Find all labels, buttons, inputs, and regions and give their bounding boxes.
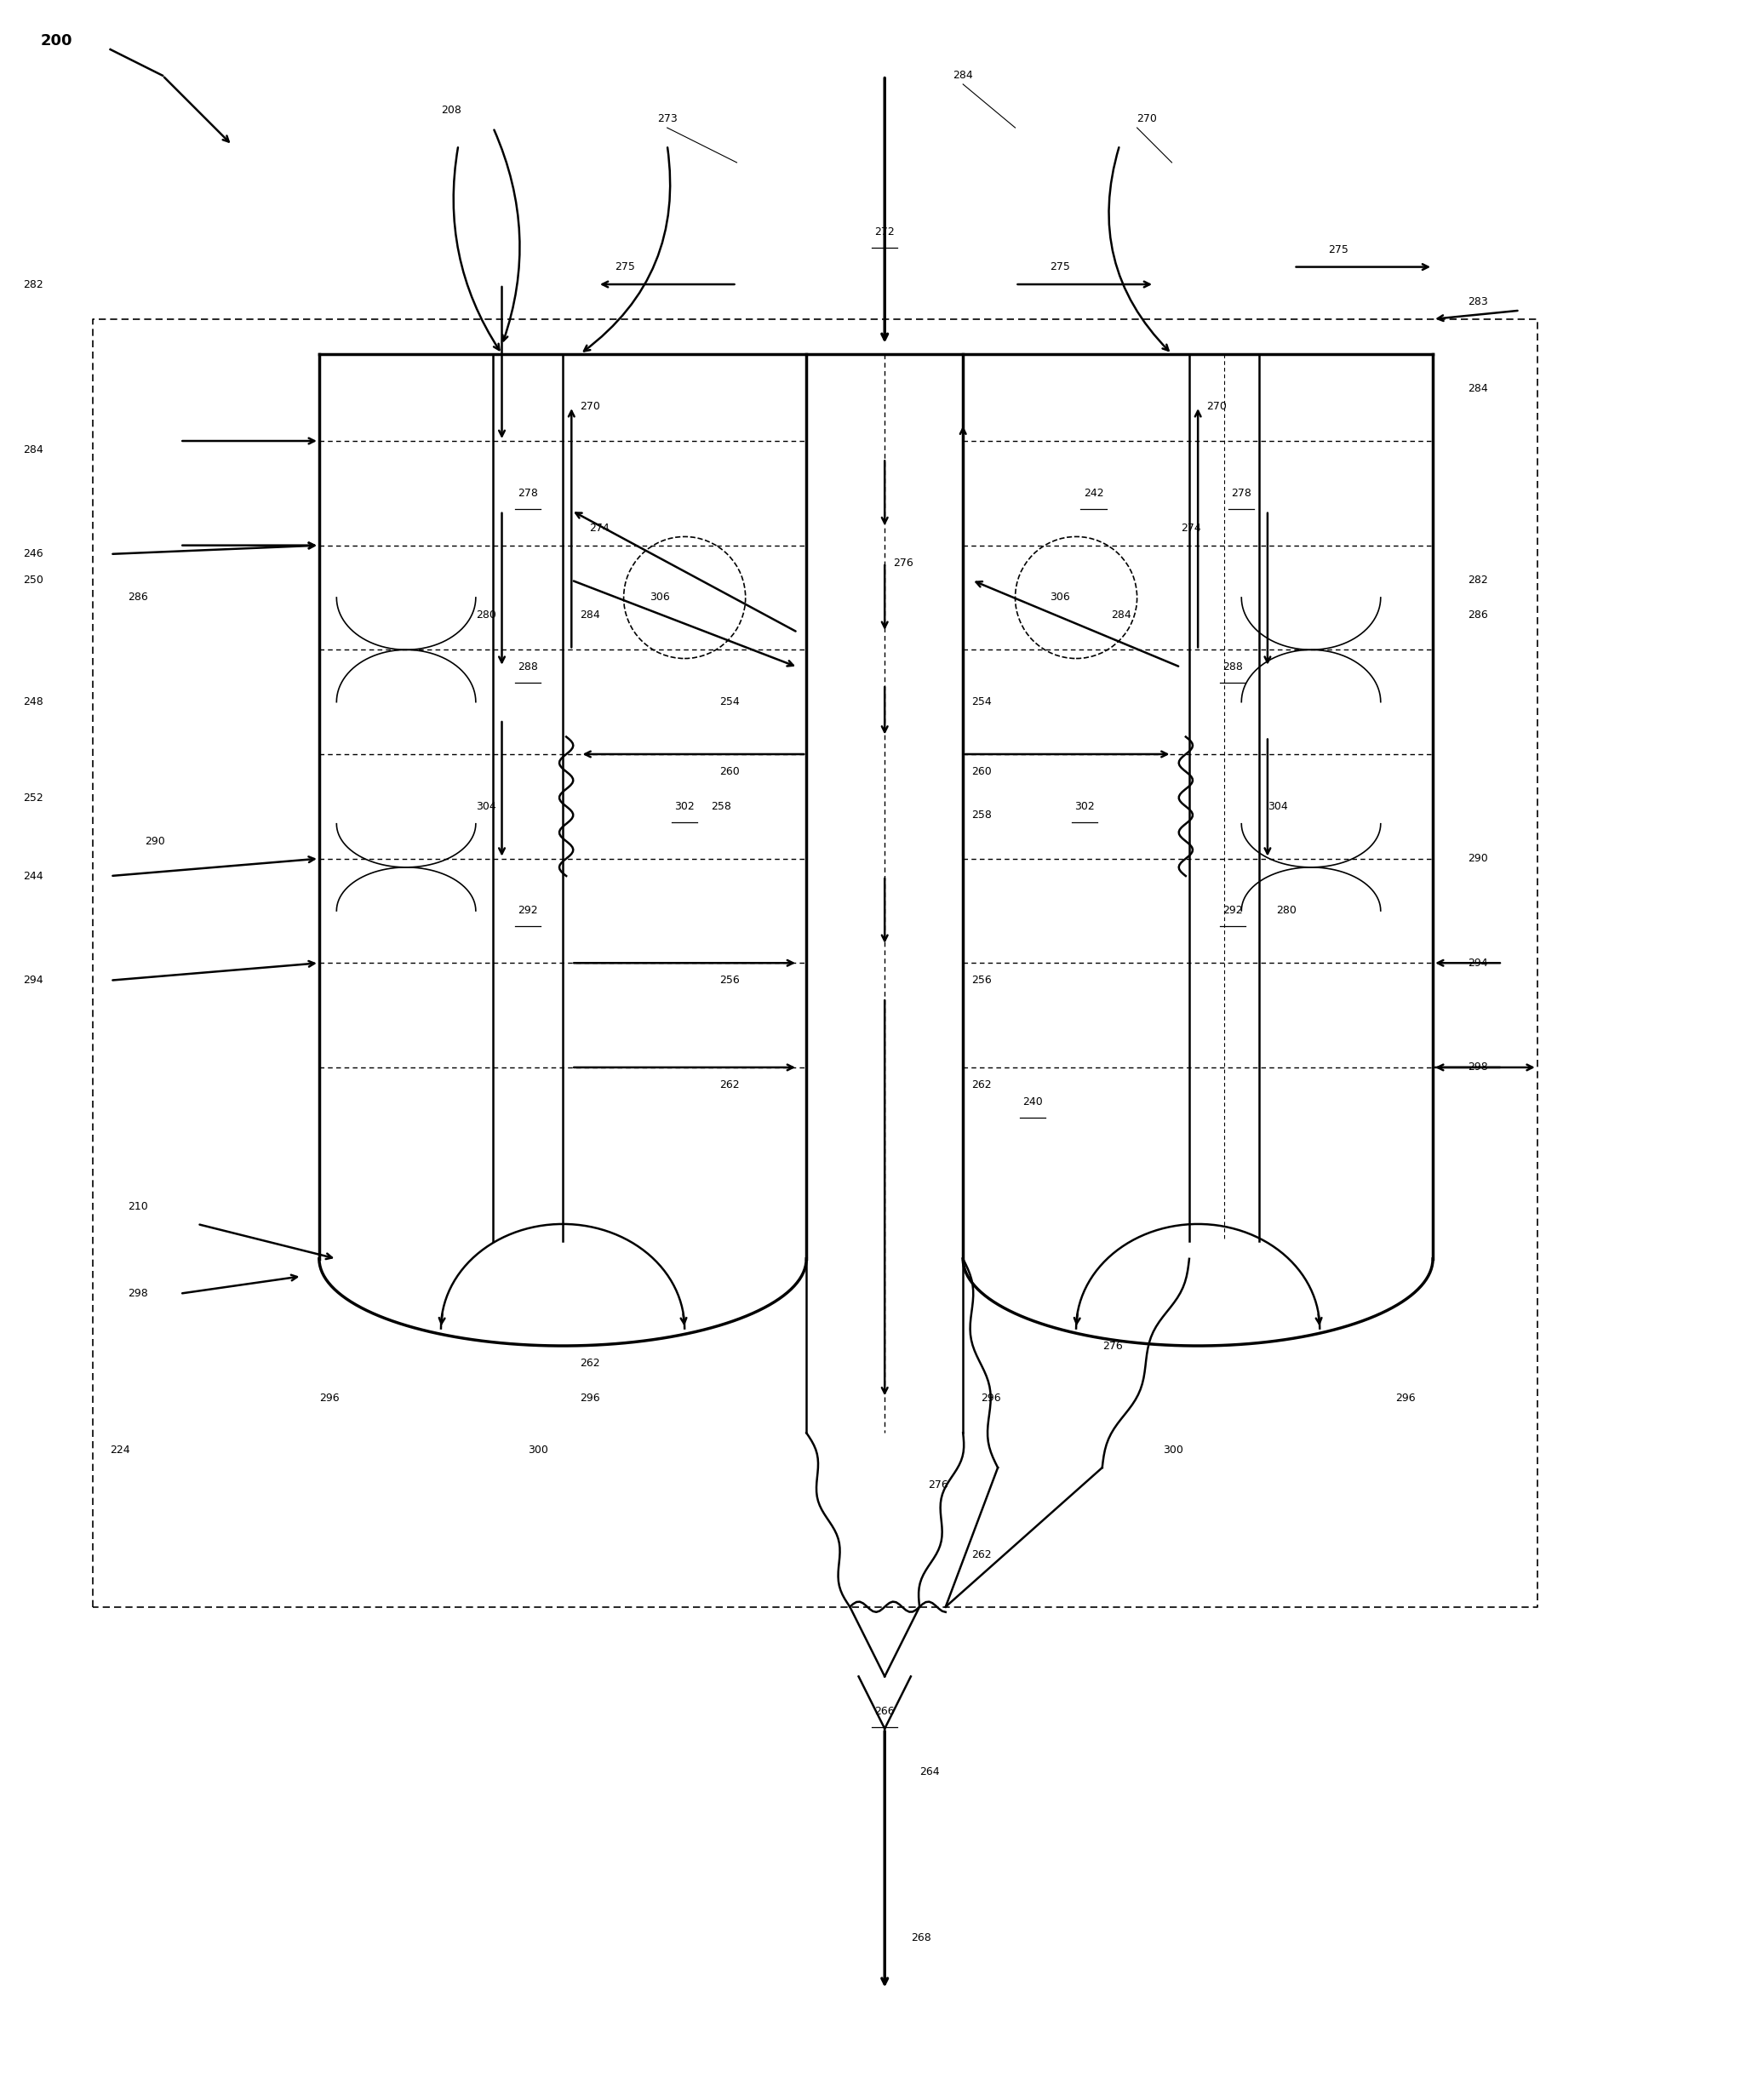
Text: 296: 296 — [319, 1392, 340, 1403]
Text: 282: 282 — [23, 279, 44, 290]
Text: 280: 280 — [477, 609, 496, 620]
Text: 256: 256 — [720, 974, 739, 985]
Text: 272: 272 — [874, 227, 895, 237]
Text: 290: 290 — [145, 836, 165, 846]
Text: 306: 306 — [650, 592, 669, 603]
Text: 290: 290 — [1468, 853, 1487, 863]
Text: 292: 292 — [519, 905, 538, 916]
Text: 264: 264 — [920, 1766, 939, 1779]
Text: 298: 298 — [128, 1287, 147, 1300]
Text: 208: 208 — [442, 105, 461, 116]
Text: 275: 275 — [1328, 244, 1349, 254]
Text: 274: 274 — [1181, 523, 1200, 533]
Text: 270: 270 — [1137, 113, 1158, 124]
Text: 286: 286 — [1468, 609, 1487, 620]
Text: 300: 300 — [1163, 1445, 1183, 1455]
Text: 284: 284 — [1111, 609, 1132, 620]
Text: 282: 282 — [1468, 575, 1487, 586]
Text: 292: 292 — [1223, 905, 1242, 916]
Text: 224: 224 — [110, 1445, 130, 1455]
Text: 254: 254 — [720, 697, 739, 708]
Text: 256: 256 — [972, 974, 992, 985]
Text: 283: 283 — [1468, 296, 1487, 307]
Text: 294: 294 — [1468, 958, 1487, 968]
Text: 304: 304 — [1267, 800, 1288, 813]
Text: 284: 284 — [1468, 382, 1487, 395]
Text: 244: 244 — [23, 871, 44, 882]
Text: 278: 278 — [519, 487, 538, 498]
Text: 275: 275 — [615, 260, 636, 273]
Text: 260: 260 — [972, 766, 992, 777]
Text: 266: 266 — [874, 1705, 895, 1718]
Text: 296: 296 — [580, 1392, 601, 1403]
Text: 302: 302 — [675, 800, 696, 813]
Text: 276: 276 — [894, 556, 913, 569]
Text: 270: 270 — [580, 401, 601, 412]
Text: 294: 294 — [23, 974, 44, 985]
Text: 258: 258 — [972, 808, 992, 821]
Text: 284: 284 — [580, 609, 601, 620]
Text: 273: 273 — [657, 113, 678, 124]
Text: 296: 296 — [981, 1392, 1000, 1403]
Text: 268: 268 — [911, 1932, 930, 1942]
Text: 254: 254 — [972, 697, 992, 708]
Text: 302: 302 — [1074, 800, 1095, 813]
Text: 288: 288 — [519, 662, 538, 672]
Text: 284: 284 — [23, 443, 44, 456]
Text: 280: 280 — [1275, 905, 1296, 916]
Text: 262: 262 — [580, 1359, 601, 1369]
Text: 200: 200 — [40, 34, 72, 48]
Text: 276: 276 — [929, 1480, 948, 1491]
Text: 300: 300 — [527, 1445, 548, 1455]
Text: 246: 246 — [23, 548, 44, 559]
Text: 270: 270 — [1207, 401, 1226, 412]
Text: 210: 210 — [128, 1201, 147, 1212]
Text: 240: 240 — [1023, 1096, 1042, 1107]
Text: 304: 304 — [477, 800, 496, 813]
Text: 286: 286 — [128, 592, 147, 603]
Text: 248: 248 — [23, 697, 44, 708]
Text: 262: 262 — [720, 1079, 739, 1090]
Text: 242: 242 — [1083, 487, 1104, 498]
Text: 276: 276 — [1102, 1340, 1123, 1352]
Text: 260: 260 — [720, 766, 739, 777]
Text: 288: 288 — [1223, 662, 1242, 672]
Text: 258: 258 — [711, 800, 731, 813]
Text: 252: 252 — [23, 792, 44, 802]
Text: 296: 296 — [1395, 1392, 1416, 1403]
Text: 262: 262 — [972, 1550, 992, 1560]
Text: 250: 250 — [23, 575, 44, 586]
Text: 274: 274 — [589, 523, 610, 533]
Text: 275: 275 — [1049, 260, 1070, 273]
Text: 262: 262 — [972, 1079, 992, 1090]
Text: 284: 284 — [953, 69, 972, 82]
Text: 278: 278 — [1232, 487, 1251, 498]
Text: 298: 298 — [1468, 1063, 1487, 1073]
Text: 306: 306 — [1049, 592, 1070, 603]
